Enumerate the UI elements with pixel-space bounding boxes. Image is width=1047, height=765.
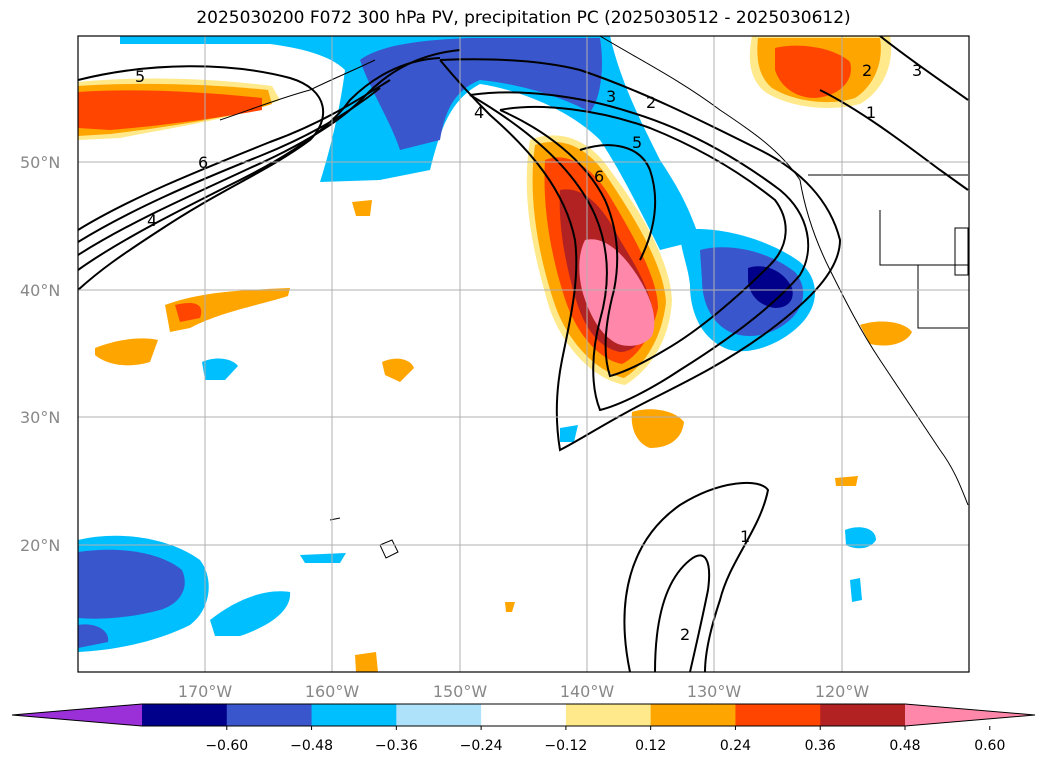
map-plot-area [78, 36, 969, 672]
lon-label: 120°W [815, 682, 870, 701]
colorbar-segment [735, 704, 821, 726]
pv-label: 1 [866, 103, 876, 122]
colorbar-segment [142, 704, 228, 726]
pv-label: 2 [680, 625, 690, 644]
colorbar-segment [565, 704, 652, 726]
pv-label: 4 [147, 211, 157, 230]
pv-contour-labels: 5 6 4 4 3 2 5 6 2 3 1 1 2 [135, 61, 922, 644]
pv-label: 6 [198, 153, 208, 172]
pv-label: 5 [135, 67, 145, 86]
coastlines [219, 36, 969, 559]
colorbar-tick-label: −0.24 [460, 738, 503, 754]
colorbar [11, 703, 1036, 727]
colorbar-tick-label: −0.12 [544, 738, 587, 754]
lon-label: 150°W [433, 682, 488, 701]
colorbar-labels: −0.60 −0.48 −0.36 −0.24 −0.12 0.12 0.24 0.36 0.4… [205, 726, 1005, 754]
gridlines [78, 36, 969, 672]
colorbar-tick-label: 0.36 [805, 738, 836, 754]
lon-label: 130°W [687, 682, 742, 701]
colorbar-segment [481, 704, 567, 726]
pv-label: 6 [594, 167, 604, 186]
pv-label: 5 [632, 133, 642, 152]
lat-label: 20°N [20, 536, 60, 555]
pv-label: 4 [474, 103, 484, 122]
colorbar-tick-label: 0.24 [720, 738, 751, 754]
lon-label: 160°W [305, 682, 360, 701]
pv-label: 1 [740, 527, 750, 546]
map-title: 2025030200 F072 300 hPa PV, precipitatio… [196, 8, 851, 28]
colorbar-segment [396, 704, 482, 726]
pv-contours [78, 36, 969, 672]
colorbar-extension-high [905, 704, 1035, 726]
lat-label: 30°N [20, 408, 60, 427]
colorbar-outline [11, 703, 1036, 727]
lon-label: 140°W [560, 682, 615, 701]
pv-label: 2 [646, 93, 656, 112]
colorbar-tick-label: −0.36 [375, 738, 418, 754]
colorbar-tick-label: 0.12 [635, 738, 666, 754]
colorbar-extension-low [12, 704, 142, 726]
colorbar-segment [820, 704, 906, 726]
lat-label: 40°N [20, 281, 60, 300]
lat-label: 50°N [20, 153, 60, 172]
longitude-labels: 170°W 160°W 150°W 140°W 130°W 120°W [178, 682, 870, 701]
pv-label: 3 [912, 61, 922, 80]
latitude-labels: 50°N 40°N 30°N 20°N [20, 153, 60, 555]
pv-label: 3 [606, 87, 616, 106]
map-frame [77, 35, 970, 673]
colorbar-segment [650, 704, 736, 726]
colorbar-tick-label: −0.60 [205, 738, 248, 754]
colorbar-tick-label: 0.60 [974, 738, 1005, 754]
colorbar-tick-label: −0.48 [290, 738, 333, 754]
pv-label: 2 [862, 61, 872, 80]
lon-label: 170°W [178, 682, 233, 701]
colorbar-tick-label: 0.48 [889, 738, 920, 754]
colorbar-segment [311, 704, 397, 726]
colorbar-segment [226, 704, 313, 726]
